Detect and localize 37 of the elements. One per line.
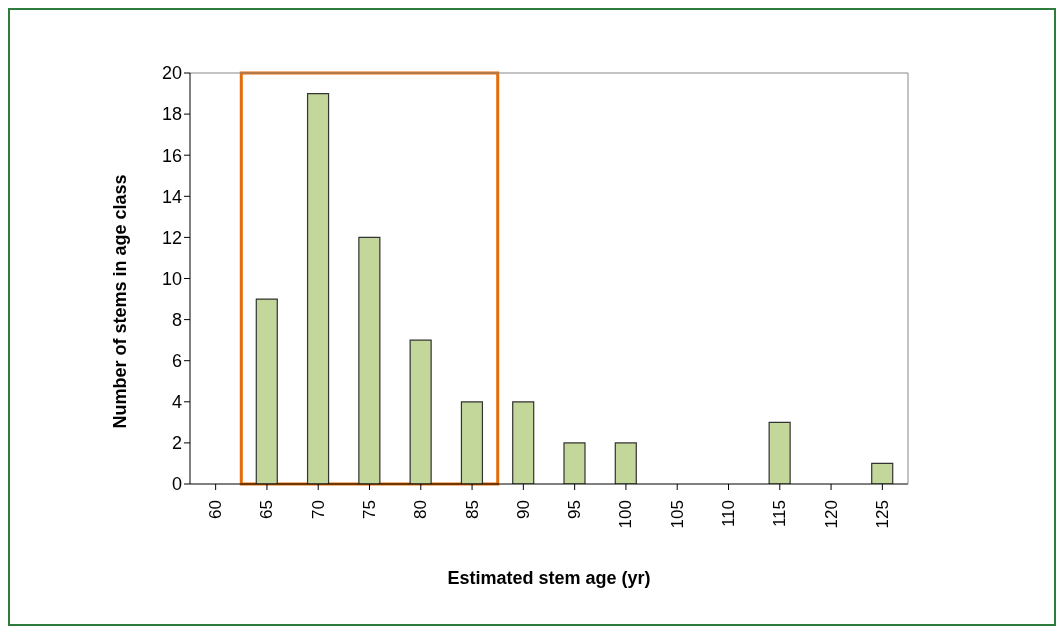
x-tick-label: 75 [360,500,379,519]
y-tick-label: 18 [161,104,182,125]
bar [768,421,791,484]
y-tick-label: 4 [171,392,182,413]
x-axis-title: Estimated stem age (yr) [447,568,651,588]
y-tick-label: 0 [171,474,182,495]
x-tick-label: 65 [257,500,277,519]
bar [255,298,278,484]
bar [409,339,432,484]
y-tick-label: 16 [161,145,182,166]
y-tick-label: 14 [161,186,182,207]
y-tick-label: 10 [161,268,182,289]
x-tick-label: 85 [462,500,482,519]
y-tick-label: 8 [171,309,182,330]
bar [563,442,586,484]
x-tick-label: 115 [770,500,790,528]
x-tick-label: 125 [872,500,892,529]
x-tick-label: 110 [719,500,738,528]
y-tick-label: 12 [161,227,182,248]
x-tick-label: 95 [565,500,585,519]
x-tick-label: 90 [513,500,533,519]
x-tick-label: 100 [616,500,636,529]
y-tick-label: 6 [171,351,182,372]
bar [358,236,381,484]
bar [306,92,330,484]
bar [512,401,535,484]
bar [614,442,637,484]
x-tick-label: 70 [308,500,328,519]
y-tick-label: 2 [171,433,182,454]
x-tick-label: 60 [206,500,226,519]
bar [871,462,894,484]
x-tick-label: 80 [411,500,431,519]
y-axis-title: Number of stems in age class [110,174,131,429]
x-tick-label: 105 [667,500,687,529]
x-tick-label: 120 [821,500,841,529]
y-tick-label: 20 [161,63,182,84]
bar [460,401,484,484]
